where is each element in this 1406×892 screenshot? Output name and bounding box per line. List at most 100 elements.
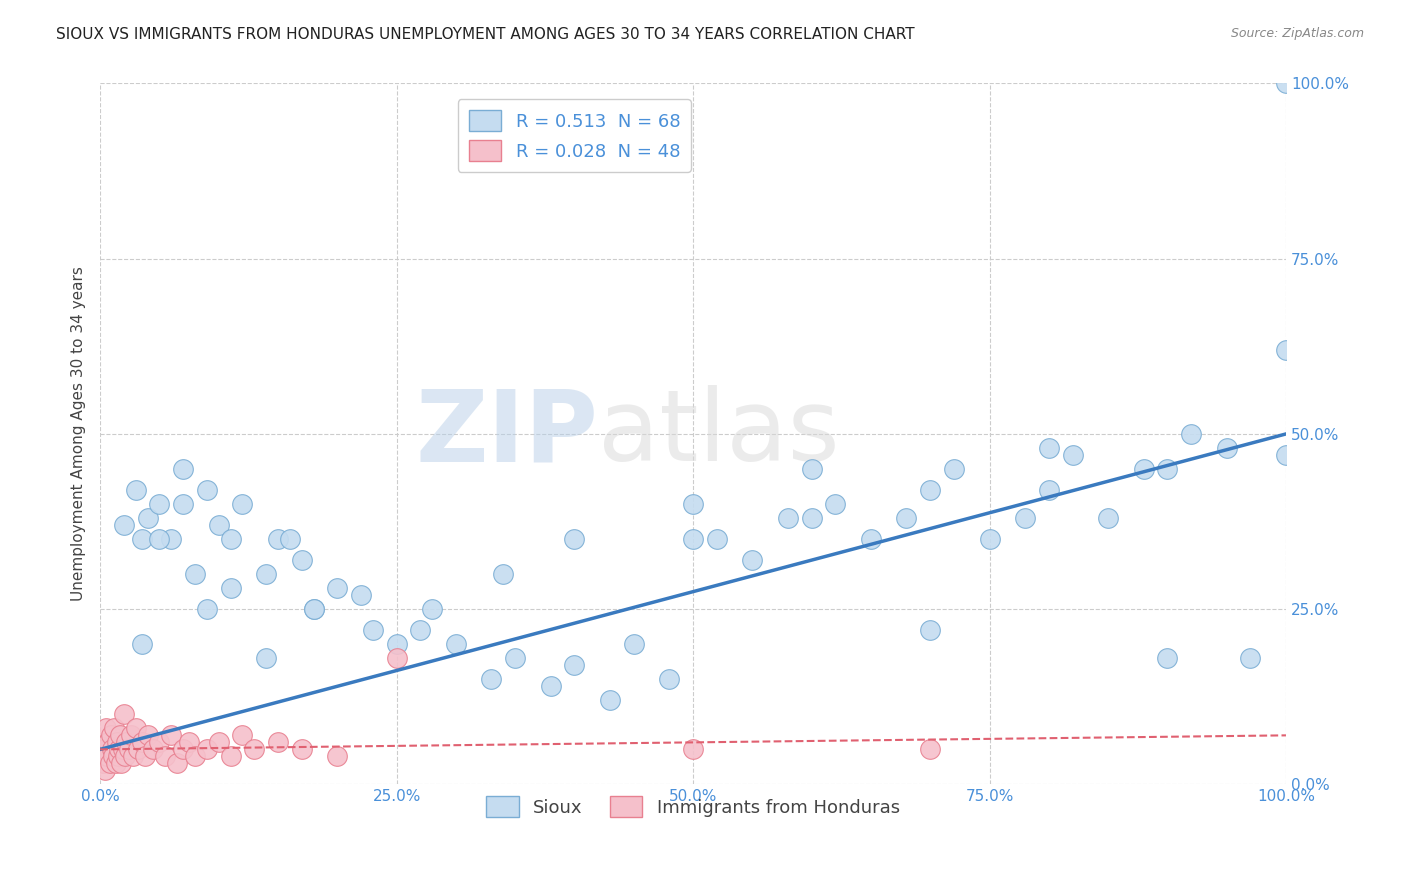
Point	[208, 735, 231, 749]
Point	[134, 749, 156, 764]
Point	[859, 532, 882, 546]
Point	[184, 749, 207, 764]
Point	[112, 518, 135, 533]
Point	[112, 707, 135, 722]
Point	[623, 637, 645, 651]
Point	[195, 602, 218, 616]
Point	[160, 728, 183, 742]
Point	[492, 567, 515, 582]
Point	[115, 735, 138, 749]
Point	[122, 749, 145, 764]
Point	[1062, 448, 1084, 462]
Point	[131, 735, 153, 749]
Point	[682, 497, 704, 511]
Point	[979, 532, 1001, 546]
Point	[136, 728, 159, 742]
Point	[103, 722, 125, 736]
Point	[96, 749, 118, 764]
Point	[105, 735, 128, 749]
Point	[231, 728, 253, 742]
Point	[97, 735, 120, 749]
Point	[326, 749, 349, 764]
Point	[278, 532, 301, 546]
Point	[111, 742, 134, 756]
Point	[208, 518, 231, 533]
Point	[1156, 651, 1178, 665]
Point	[120, 728, 142, 742]
Point	[136, 511, 159, 525]
Point	[219, 532, 242, 546]
Point	[177, 735, 200, 749]
Point	[291, 742, 314, 756]
Point	[195, 742, 218, 756]
Point	[219, 749, 242, 764]
Point	[172, 462, 194, 476]
Point	[682, 742, 704, 756]
Point	[254, 567, 277, 582]
Point	[1180, 426, 1202, 441]
Point	[896, 511, 918, 525]
Point	[706, 532, 728, 546]
Point	[1275, 343, 1298, 357]
Point	[108, 742, 131, 756]
Point	[231, 497, 253, 511]
Point	[166, 756, 188, 771]
Point	[155, 749, 177, 764]
Point	[114, 749, 136, 764]
Point	[243, 742, 266, 756]
Point	[326, 581, 349, 595]
Point	[172, 497, 194, 511]
Point	[219, 581, 242, 595]
Point	[481, 673, 503, 687]
Point	[142, 742, 165, 756]
Point	[409, 624, 432, 638]
Point	[101, 742, 124, 756]
Point	[1275, 77, 1298, 91]
Point	[148, 735, 170, 749]
Point	[361, 624, 384, 638]
Point	[131, 532, 153, 546]
Point	[540, 679, 562, 693]
Point	[101, 749, 124, 764]
Point	[420, 602, 443, 616]
Point	[1097, 511, 1119, 525]
Point	[127, 742, 149, 756]
Text: SIOUX VS IMMIGRANTS FROM HONDURAS UNEMPLOYMENT AMONG AGES 30 TO 34 YEARS CORRELA: SIOUX VS IMMIGRANTS FROM HONDURAS UNEMPL…	[56, 27, 915, 42]
Point	[1038, 483, 1060, 497]
Point	[254, 651, 277, 665]
Point	[920, 483, 942, 497]
Point	[94, 722, 117, 736]
Point	[100, 728, 122, 742]
Point	[195, 483, 218, 497]
Point	[682, 532, 704, 546]
Point	[385, 637, 408, 651]
Point	[107, 749, 129, 764]
Point	[1215, 441, 1237, 455]
Legend: Sioux, Immigrants from Honduras: Sioux, Immigrants from Honduras	[479, 789, 907, 824]
Y-axis label: Unemployment Among Ages 30 to 34 years: Unemployment Among Ages 30 to 34 years	[72, 267, 86, 601]
Point	[267, 735, 290, 749]
Text: ZIP: ZIP	[415, 385, 598, 483]
Point	[291, 553, 314, 567]
Point	[267, 532, 290, 546]
Point	[93, 742, 115, 756]
Point	[385, 651, 408, 665]
Point	[920, 624, 942, 638]
Point	[776, 511, 799, 525]
Point	[110, 756, 132, 771]
Point	[117, 742, 139, 756]
Point	[131, 637, 153, 651]
Point	[1014, 511, 1036, 525]
Text: atlas: atlas	[598, 385, 839, 483]
Point	[1132, 462, 1154, 476]
Point	[564, 532, 586, 546]
Point	[800, 511, 823, 525]
Point	[98, 756, 121, 771]
Point	[110, 728, 132, 742]
Point	[302, 602, 325, 616]
Point	[800, 462, 823, 476]
Point	[741, 553, 763, 567]
Point	[444, 637, 467, 651]
Point	[942, 462, 965, 476]
Point	[148, 497, 170, 511]
